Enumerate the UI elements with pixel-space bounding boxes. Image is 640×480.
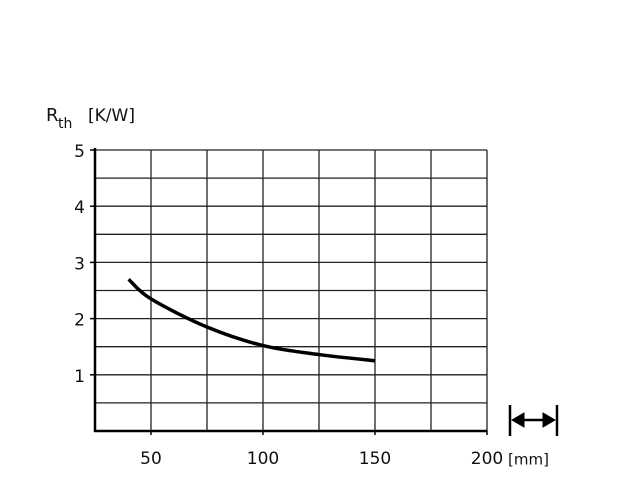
y-tick-label: 2 [74, 311, 85, 331]
x-tick-label: 100 [247, 449, 279, 469]
y-label-subscript: th [58, 116, 72, 132]
curve [127, 277, 376, 363]
y-tick-label: 3 [74, 254, 85, 274]
y-tick-label: 5 [74, 142, 85, 162]
x-tick-label: 150 [359, 449, 391, 469]
y-tick-label: 1 [74, 367, 85, 387]
x-tick-label: 200 [471, 449, 503, 469]
y-label-unit: [K/W] [88, 106, 135, 126]
length-icon [508, 405, 559, 436]
y-label-symbol: R [46, 105, 59, 126]
x-tick-label: 50 [140, 449, 162, 469]
y-tick-label: 4 [74, 198, 85, 218]
x-unit: [mm] [508, 451, 549, 469]
